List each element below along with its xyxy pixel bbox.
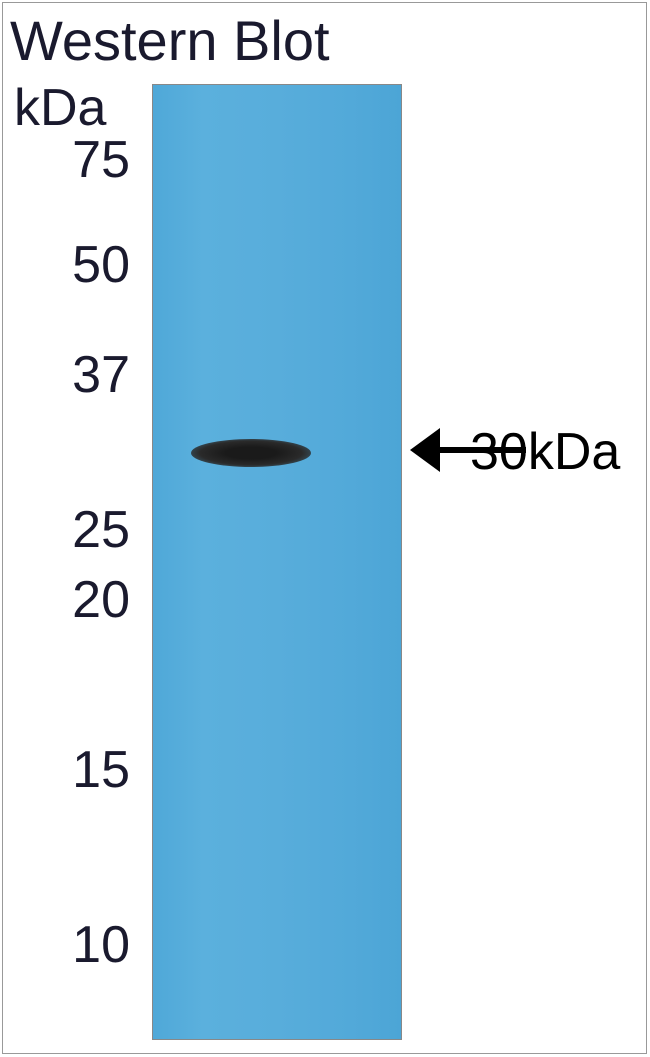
- band-size-label: 30kDa: [470, 422, 620, 482]
- marker-10: 10: [72, 915, 130, 975]
- marker-75: 75: [72, 130, 130, 190]
- protein-band: [191, 439, 311, 467]
- marker-15: 15: [72, 740, 130, 800]
- band-annotation: 30kDa: [410, 428, 526, 472]
- marker-50: 50: [72, 235, 130, 295]
- gel-lane: [152, 84, 402, 1040]
- marker-20: 20: [72, 570, 130, 630]
- western-blot-figure: Western Blot kDa 75 50 37 25 20 15 10 30…: [0, 0, 650, 1057]
- kda-unit-label: kDa: [14, 78, 106, 138]
- marker-37: 37: [72, 345, 130, 405]
- figure-title: Western Blot: [10, 8, 330, 73]
- arrow-head-icon: [410, 428, 440, 472]
- marker-25: 25: [72, 500, 130, 560]
